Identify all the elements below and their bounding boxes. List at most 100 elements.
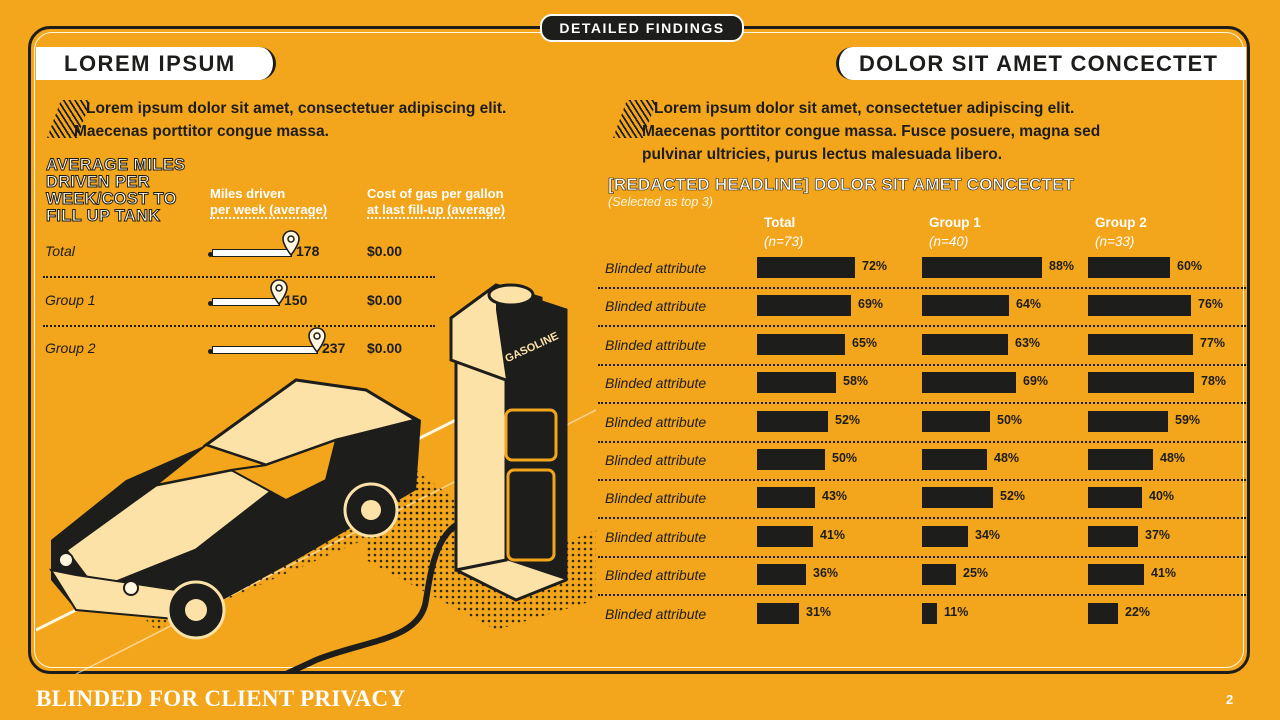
gas-pump: GASOLINE <box>449 283 568 602</box>
bar-value-label: 40% <box>1149 489 1175 504</box>
bar-value-label: 52% <box>1000 489 1026 504</box>
bar-value-label: 58% <box>843 374 869 389</box>
bar-value-label: 22% <box>1125 604 1151 619</box>
series-header: Group 2 (n=33) <box>1095 213 1147 251</box>
bar-group-1 <box>922 564 956 586</box>
bar-total <box>757 449 825 470</box>
bar-total <box>757 257 855 278</box>
bar-group-1 <box>922 449 987 470</box>
attribute-label: Blinded attribute <box>605 298 707 315</box>
map-pin-icon <box>270 279 288 305</box>
page-number: 2 <box>1226 692 1234 707</box>
footer-text: BLINDED FOR CLIENT PRIVACY <box>36 686 406 711</box>
row-divider <box>598 555 1246 558</box>
bar-value-label: 69% <box>1023 374 1049 389</box>
row-divider <box>43 325 435 327</box>
bar-total <box>757 410 828 432</box>
gas-cost-value: $0.00 <box>367 292 403 308</box>
cost-header-line2: at last fill-up (average) <box>367 202 505 219</box>
bar-total <box>757 333 845 355</box>
bar-group-2 <box>1088 410 1168 432</box>
attribute-label: Blinded attribute <box>605 375 707 392</box>
bar-group-2 <box>1088 525 1138 547</box>
series-name: Total <box>764 215 796 230</box>
miles-header-line1: Miles driven <box>210 186 286 201</box>
miles-bar-start-dot <box>208 349 213 354</box>
bar-value-label: 65% <box>852 335 878 350</box>
miles-row-label: Group 2 <box>45 340 96 356</box>
bar-value-label: 50% <box>832 451 858 465</box>
bar-total <box>757 602 799 624</box>
bar-value-label: 63% <box>1015 335 1041 350</box>
series-sample-size: (n=73) <box>764 234 804 249</box>
miles-column-header: Miles driven per week (average) <box>210 186 328 219</box>
series-sample-size: (n=33) <box>1095 234 1135 249</box>
bar-value-label: 36% <box>813 566 839 581</box>
chart-subtitle: (Selected as top 3) <box>608 195 713 209</box>
row-divider <box>598 517 1246 520</box>
bar-total <box>757 487 815 509</box>
bar-total <box>757 295 851 317</box>
miles-value: 237 <box>322 340 346 356</box>
section-pill: DETAILED FINDINGS <box>540 14 744 42</box>
miles-panel-title: AVERAGE MILES DRIVEN PER WEEK/COST TO FI… <box>46 156 186 225</box>
bar-value-label: 11% <box>944 604 969 619</box>
attribute-label: Blinded attribute <box>605 490 707 507</box>
attribute-label: Blinded attribute <box>605 260 707 276</box>
bar-group-2 <box>1088 257 1170 278</box>
attribute-label: Blinded attribute <box>605 452 707 468</box>
bar-value-label: 52% <box>835 412 861 427</box>
attribute-label: Blinded attribute <box>605 528 707 545</box>
bar-group-1 <box>922 295 1009 317</box>
bar-value-label: 78% <box>1201 374 1227 389</box>
bar-group-1 <box>922 372 1016 394</box>
bar-group-2 <box>1088 602 1118 624</box>
bar-value-label: 48% <box>994 451 1020 465</box>
left-intro-text: Lorem ipsum dolor sit amet, consectetuer… <box>74 100 507 140</box>
miles-bar-start-dot <box>208 252 213 257</box>
bar-total <box>757 372 836 394</box>
row-divider <box>598 363 1246 366</box>
row-divider <box>598 479 1246 481</box>
attribute-label: Blinded attribute <box>605 567 707 584</box>
miles-value: 150 <box>284 292 308 308</box>
bar-group-1 <box>922 487 993 509</box>
miles-header-line2: per week (average) <box>210 202 328 219</box>
series-header: Total (n=73) <box>764 213 803 251</box>
bar-value-label: 31% <box>806 604 832 619</box>
chart-title: [REDACTED HEADLINE] DOLOR SIT AMET CONCE… <box>608 175 1075 195</box>
bar-total <box>757 525 813 547</box>
car <box>48 378 421 640</box>
bar-group-1 <box>922 525 968 547</box>
bar-value-label: 60% <box>1177 259 1203 273</box>
miles-bar <box>212 249 292 257</box>
bar-value-label: 76% <box>1198 297 1224 312</box>
series-name: Group 2 <box>1095 215 1147 230</box>
bar-group-2 <box>1088 487 1142 509</box>
bar-group-2 <box>1088 372 1194 394</box>
attribute-label: Blinded attribute <box>605 413 707 430</box>
bar-value-label: 43% <box>822 489 848 504</box>
bar-value-label: 41% <box>1151 566 1177 581</box>
bar-value-label: 64% <box>1016 297 1042 312</box>
bar-group-1 <box>922 410 990 432</box>
bar-value-label: 48% <box>1160 451 1186 465</box>
bar-group-2 <box>1088 333 1193 355</box>
bar-total <box>757 564 806 586</box>
bar-value-label: 41% <box>820 527 846 542</box>
cost-header-line1: Cost of gas per gallon <box>367 186 504 201</box>
bar-value-label: 37% <box>1145 527 1171 542</box>
row-divider <box>43 276 435 278</box>
bar-group-1 <box>922 602 937 624</box>
row-divider <box>598 440 1246 443</box>
gas-cost-value: $0.00 <box>367 340 403 356</box>
left-section-title: LOREM IPSUM <box>36 47 276 80</box>
bar-group-1 <box>922 257 1042 278</box>
bar-value-label: 50% <box>997 412 1023 427</box>
right-intro-text: Lorem ipsum dolor sit amet, consectetuer… <box>642 100 1101 163</box>
right-section-title: DOLOR SIT AMET CONCECTET <box>836 47 1246 80</box>
car-fuel-illustration: GASOLINE <box>36 283 596 674</box>
series-name: Group 1 <box>929 215 981 230</box>
series-sample-size: (n=40) <box>929 234 969 249</box>
miles-row-label: Total <box>45 243 75 259</box>
